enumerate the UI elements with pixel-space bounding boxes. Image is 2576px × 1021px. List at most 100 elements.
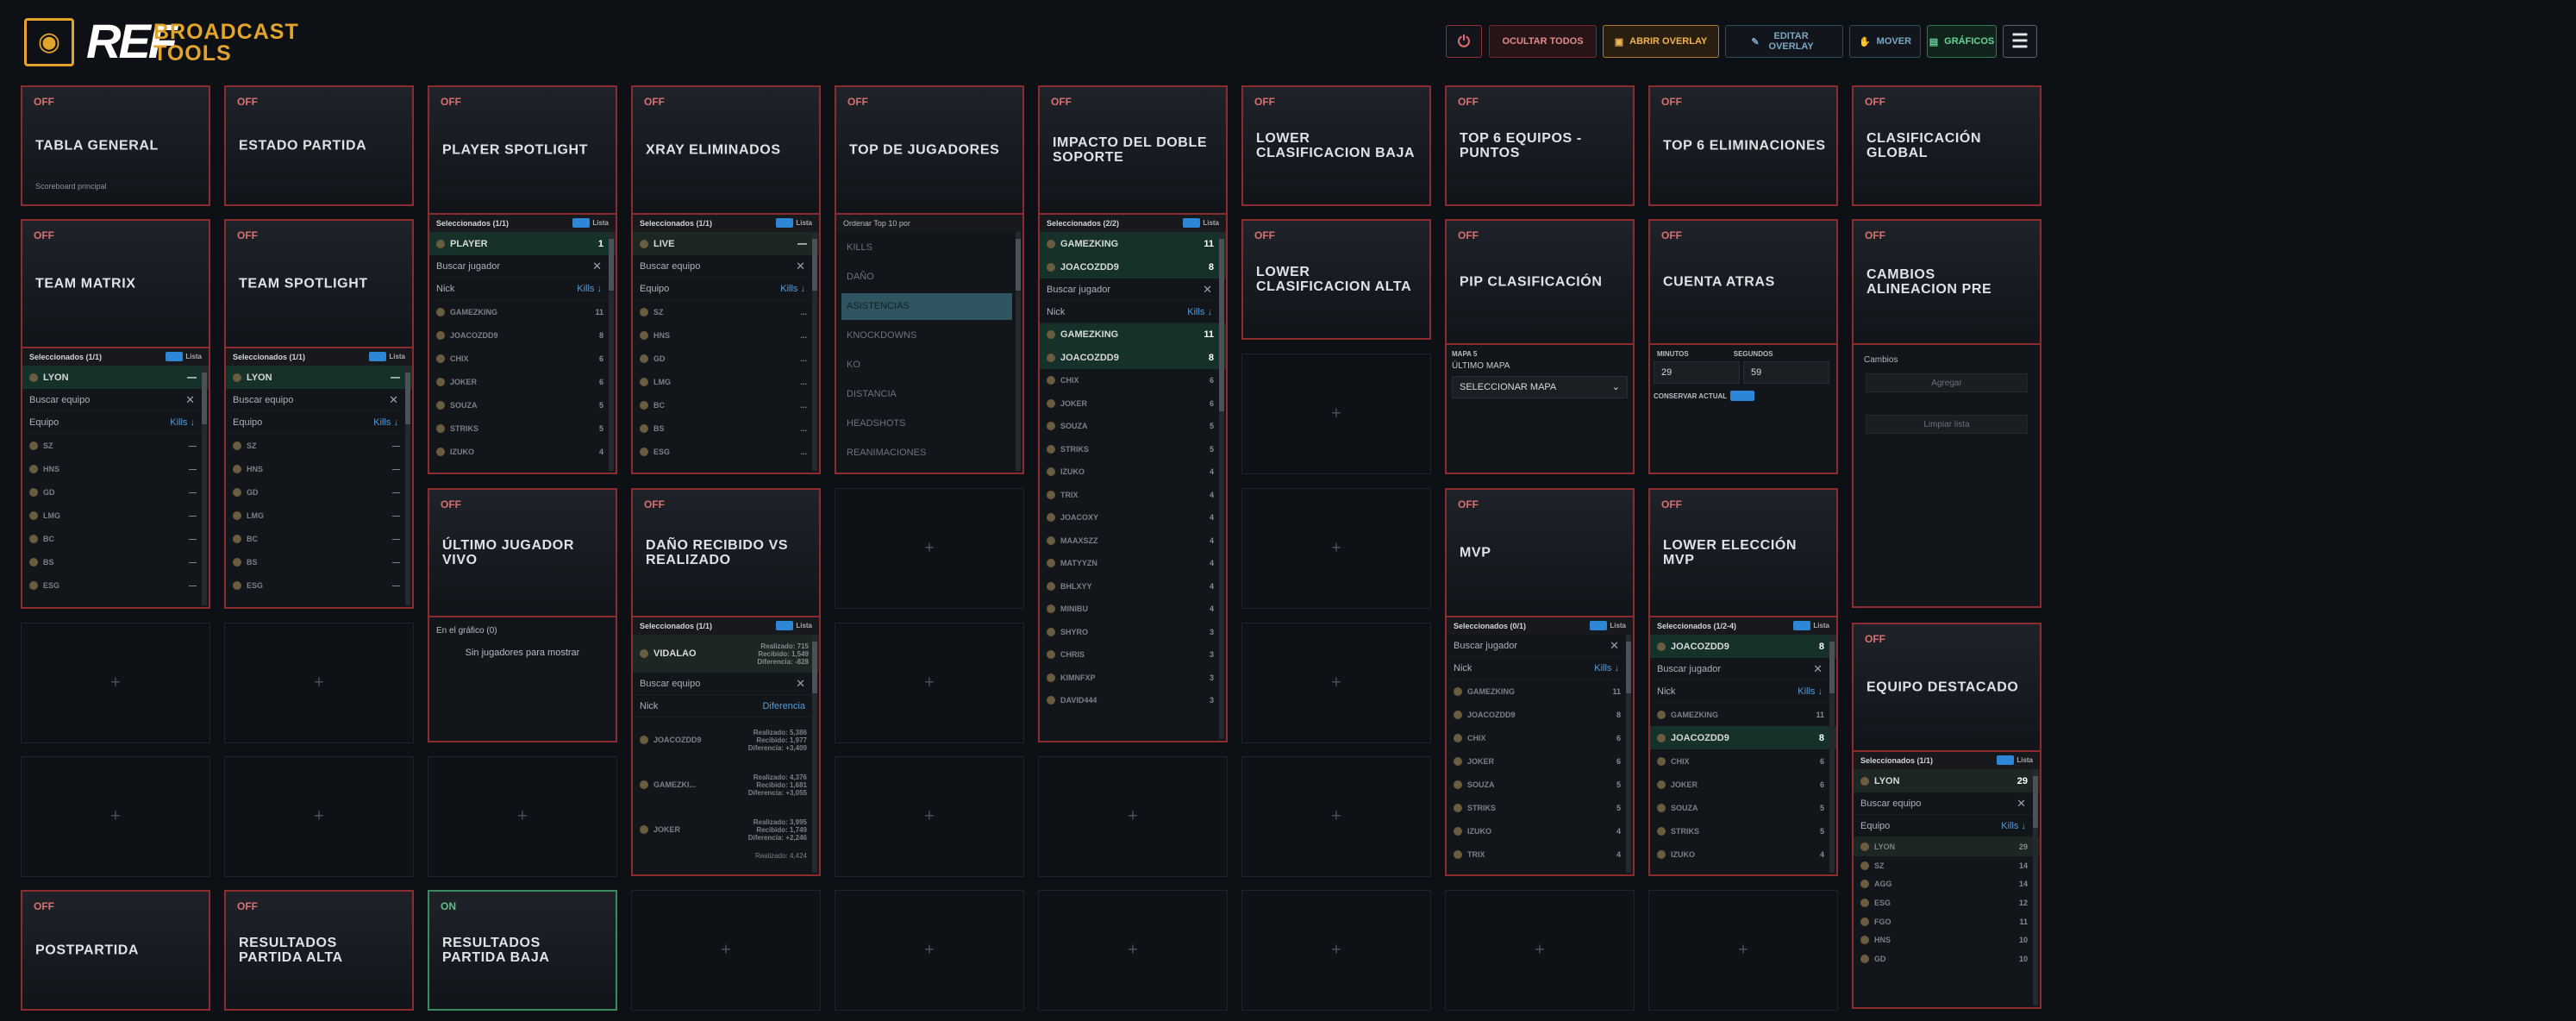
tile-lower-eleccion-mvp[interactable]: OFF LOWER ELECCIÓN MVP: [1648, 488, 1838, 617]
list-item[interactable]: MATYYZN 4: [1040, 552, 1226, 575]
list-item[interactable]: BS —: [226, 550, 412, 573]
empty-slot[interactable]: +: [1241, 623, 1431, 743]
empty-slot[interactable]: +: [428, 756, 617, 877]
list-item[interactable]: BS...: [633, 417, 819, 440]
list-item[interactable]: JOACOZDD9 8: [429, 323, 616, 347]
list-item[interactable]: GD —: [22, 480, 209, 504]
list-item[interactable]: SZ...: [633, 300, 819, 323]
tile-top6-puntos[interactable]: OFF TOP 6 EQUIPOS - PUNTOS: [1445, 85, 1635, 206]
list-item[interactable]: LMG...: [633, 370, 819, 393]
clear-icon[interactable]: ✕: [2016, 796, 2026, 810]
list-item[interactable]: SOUZA 5: [1650, 796, 1836, 819]
tile-estado-partida[interactable]: OFF ESTADO PARTIDA: [224, 85, 414, 206]
list-item[interactable]: SZ 14: [1854, 856, 2040, 875]
sort-header[interactable]: Equipo Kills ↓: [1854, 815, 2040, 837]
list-item[interactable]: LMG —: [22, 504, 209, 527]
list-item[interactable]: JOACOZDD9 8: [1650, 726, 1836, 749]
sort-option[interactable]: DAÑO: [847, 272, 874, 282]
empty-slot[interactable]: +: [1038, 890, 1228, 1011]
empty-slot[interactable]: +: [835, 890, 1024, 1011]
map-select[interactable]: SELECCIONAR MAPA ⌄: [1452, 376, 1628, 398]
move-button[interactable]: ✋ MOVER: [1849, 25, 1921, 58]
search-team-input[interactable]: Buscar equipo ✕: [1854, 792, 2040, 815]
list-item[interactable]: JOKER 6: [429, 370, 616, 393]
hamburger-menu-icon[interactable]: ☰: [2003, 25, 2037, 58]
hide-all-button[interactable]: OCULTAR TODOS: [1489, 25, 1597, 58]
list-item[interactable]: JOKER Realizado: 3,995 Recibido: 1,749 Dife…: [633, 807, 819, 852]
sort-kills[interactable]: Kills ↓: [1187, 306, 1212, 317]
list-item[interactable]: JOACOZDD9 8: [1040, 346, 1226, 369]
scrollbar[interactable]: [812, 635, 817, 873]
empty-slot[interactable]: +: [835, 488, 1024, 609]
sort-option[interactable]: HEADSHOTS: [847, 418, 906, 429]
list-item[interactable]: GAMEZKING 11: [429, 300, 616, 323]
sort-kills[interactable]: Kills ↓: [170, 417, 195, 428]
list-item[interactable]: JOACOZDD9 8: [1040, 255, 1226, 279]
graphics-button[interactable]: ▤ GRÁFICOS: [1927, 25, 1997, 58]
search-team-input[interactable]: Buscar equipo ✕: [226, 389, 412, 411]
list-item[interactable]: GAMEZKING 11: [1447, 680, 1633, 703]
list-toggle[interactable]: Lista: [1183, 218, 1219, 228]
search-player-input[interactable]: Buscar jugador ✕: [1650, 658, 1836, 680]
sort-header[interactable]: Equipo Kills ↓: [633, 278, 819, 300]
list-item[interactable]: GD —: [226, 480, 412, 504]
list-item[interactable]: DAVID444 3: [1040, 689, 1226, 712]
list-item[interactable]: CHRIS 3: [1040, 643, 1226, 667]
tile-cambios-alineacion[interactable]: OFF CAMBIOS ALINEACION PRE: [1852, 219, 2041, 345]
sort-header[interactable]: Nick Kills ↓: [1447, 657, 1633, 680]
tile-equipo-destacado[interactable]: OFF EQUIPO DESTACADO: [1852, 623, 2041, 752]
scrollbar[interactable]: [2033, 769, 2038, 1005]
tile-player-spotlight[interactable]: OFF PLAYER SPOTLIGHT: [428, 85, 617, 215]
selected-item[interactable]: PLAYER 1: [429, 232, 616, 255]
list-item[interactable]: IZUKO 4: [1040, 460, 1226, 484]
list-toggle[interactable]: Lista: [166, 352, 202, 361]
list-item[interactable]: GAMEZKING 11: [1040, 323, 1226, 347]
list-item[interactable]: BHLXYY 4: [1040, 575, 1226, 598]
empty-slot[interactable]: +: [1241, 354, 1431, 474]
list-item[interactable]: LYON 29: [1854, 837, 2040, 856]
list-item[interactable]: SZ —: [226, 434, 412, 457]
list-item[interactable]: BC —: [226, 527, 412, 550]
list-item[interactable]: GD...: [633, 347, 819, 370]
sort-header[interactable]: Nick Kills ↓: [1040, 301, 1226, 323]
sort-option[interactable]: KO: [847, 360, 860, 370]
list-toggle[interactable]: Lista: [1590, 621, 1626, 630]
tile-team-spotlight[interactable]: OFF TEAM SPOTLIGHT: [224, 219, 414, 348]
keep-current-toggle[interactable]: CONSERVAR ACTUAL: [1650, 385, 1836, 406]
list-item[interactable]: ESG —: [22, 573, 209, 597]
tile-xray-eliminados[interactable]: OFF XRAY ELIMINADOS: [631, 85, 821, 215]
tile-pip-clasificacion[interactable]: OFF PIP CLASIFICACIÓN: [1445, 219, 1635, 345]
list-toggle[interactable]: Lista: [369, 352, 405, 361]
empty-slot[interactable]: +: [21, 623, 210, 743]
empty-slot[interactable]: +: [21, 756, 210, 877]
tile-ultimo-jugador-vivo[interactable]: OFF ÚLTIMO JUGADOR VIVO: [428, 488, 617, 617]
empty-slot[interactable]: +: [835, 623, 1024, 743]
list-item[interactable]: ESG...: [633, 440, 819, 463]
empty-slot[interactable]: +: [631, 890, 821, 1011]
search-player-input[interactable]: Buscar jugador ✕: [1447, 635, 1633, 657]
empty-slot[interactable]: +: [1241, 488, 1431, 609]
edit-overlay-button[interactable]: ✎ EDITAR OVERLAY: [1725, 25, 1843, 58]
list-item[interactable]: SOUZA 5: [429, 393, 616, 417]
sort-kills[interactable]: Kills ↓: [780, 283, 805, 294]
empty-slot[interactable]: +: [1241, 756, 1431, 877]
scrollbar[interactable]: [1016, 232, 1021, 471]
selected-item[interactable]: VIDALAO Realizado: 715 Recibido: 1,549 Dife…: [633, 635, 819, 673]
list-item[interactable]: ESG 12: [1854, 893, 2040, 912]
list-item[interactable]: HNS —: [226, 457, 412, 480]
tile-top6-eliminaciones[interactable]: OFF TOP 6 ELIMINACIONES: [1648, 85, 1838, 206]
selected-item[interactable]: LIVE —: [633, 232, 819, 255]
selected-item[interactable]: LYON —: [226, 366, 412, 389]
list-toggle[interactable]: Lista: [572, 218, 609, 228]
sort-kills[interactable]: Kills ↓: [1798, 686, 1823, 697]
scrollbar[interactable]: [202, 366, 207, 605]
tile-impacto-doble-soporte[interactable]: OFF IMPACTO DEL DOBLE SOPORTE: [1038, 85, 1228, 215]
tile-top-jugadores[interactable]: OFF TOP DE JUGADORES: [835, 85, 1024, 215]
tile-postpartida[interactable]: OFF POSTPARTIDA: [21, 890, 210, 1011]
list-item[interactable]: STRIKS 5: [429, 417, 616, 440]
list-item[interactable]: GAMEZKING 11: [1040, 232, 1226, 255]
list-toggle[interactable]: Lista: [1997, 755, 2033, 765]
list-item[interactable]: SOUZA 5: [1447, 773, 1633, 796]
list-item[interactable]: BC...: [633, 393, 819, 417]
list-item[interactable]: CHIX 6: [1040, 369, 1226, 392]
